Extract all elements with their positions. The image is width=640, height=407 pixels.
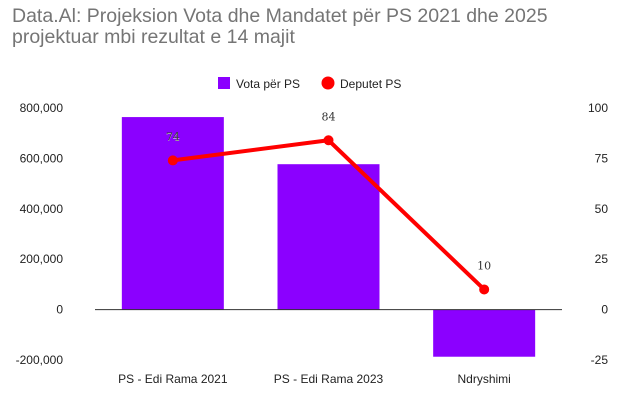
chart-title-line-1: Data.Al: Projeksion Vota dhe Mandatet pë…	[12, 5, 548, 27]
legend-label-votes: Vota për PS	[236, 77, 300, 91]
left-tick-label: 0	[56, 303, 63, 317]
bar	[277, 164, 380, 310]
left-tick-label: 400,000	[20, 202, 64, 216]
line-point	[323, 135, 334, 146]
legend-label-deputies: Deputet PS	[340, 77, 401, 91]
line-point	[167, 155, 178, 166]
right-tick-label: 75	[595, 151, 609, 165]
right-tick-label: 0	[601, 303, 608, 317]
category-axis: PS - Edi Rama 2021 PS - Edi Rama 2023 Ndry…	[118, 372, 511, 386]
bar	[121, 117, 224, 310]
right-tick-label: 100	[588, 101, 608, 115]
right-tick-label: 25	[595, 252, 609, 266]
right-axis: -25 0 25 50 75 100	[588, 101, 608, 367]
left-tick-label: 200,000	[20, 252, 64, 266]
category-label: Ndryshimi	[457, 372, 510, 386]
left-tick-label: -200,000	[16, 353, 64, 367]
line-data-label: 84	[322, 110, 336, 123]
category-label: PS - Edi Rama 2021	[118, 372, 228, 386]
bar	[433, 309, 536, 357]
left-tick-label: 800,000	[20, 101, 64, 115]
line-series	[167, 135, 490, 295]
line-data-label: 74	[166, 130, 180, 143]
left-tick-label: 600,000	[20, 151, 64, 165]
bar-data-label: 74	[166, 131, 180, 144]
chart-title: Data.Al: Projeksion Vota dhe Mandatet pë…	[12, 6, 548, 48]
legend-swatch-votes	[218, 77, 230, 89]
right-tick-label: 50	[595, 202, 609, 216]
legend-swatch-deputies	[321, 76, 335, 90]
legend: Vota për PS Deputet PS	[218, 76, 401, 91]
bar-series	[121, 117, 536, 357]
category-label: PS - Edi Rama 2023	[274, 372, 384, 386]
left-axis: -200,000 0 200,000 400,000 600,000 800,000	[16, 101, 64, 367]
line-data-label: 10	[477, 259, 491, 272]
line-point	[479, 284, 490, 295]
chart-title-line-2: projektuar mbi rezultat e 14 majit	[12, 26, 295, 48]
right-tick-label: -25	[591, 353, 609, 367]
